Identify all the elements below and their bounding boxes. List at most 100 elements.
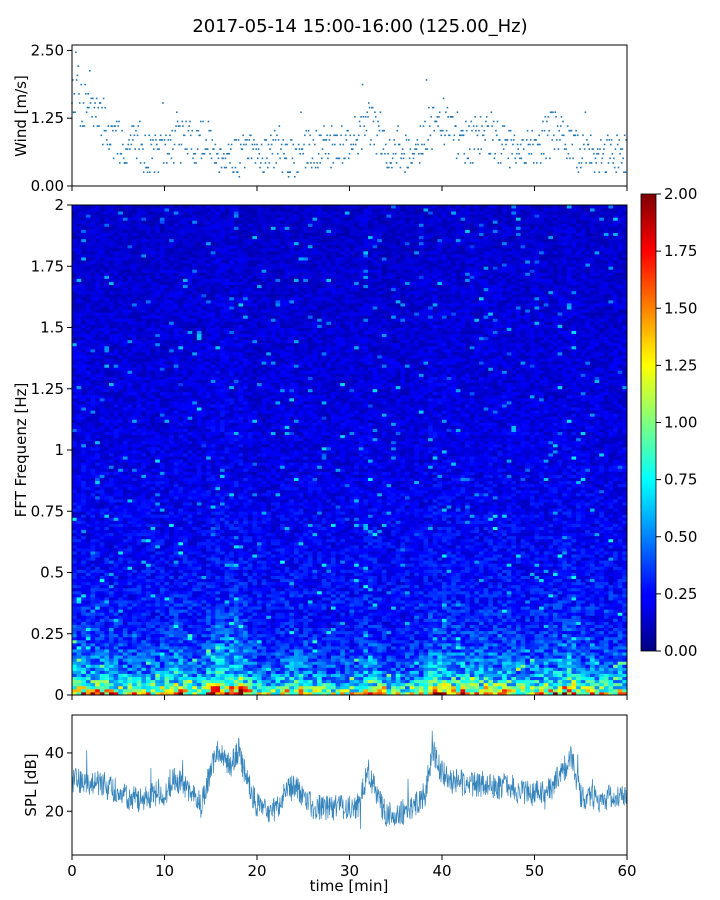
heatmap-cell	[77, 646, 82, 649]
heatmap-cell	[151, 511, 156, 514]
heatmap-cell	[174, 674, 179, 677]
heatmap-cell	[128, 447, 133, 450]
heatmap-cell	[178, 303, 183, 306]
heatmap-cell	[188, 285, 193, 288]
heatmap-cell	[123, 557, 128, 560]
heatmap-cell	[100, 505, 105, 508]
heatmap-cell	[165, 597, 170, 600]
heatmap-cell	[160, 214, 165, 217]
heatmap-cell	[137, 631, 142, 634]
heatmap-cell	[91, 514, 96, 517]
heatmap-cell	[128, 493, 133, 496]
wind-point	[306, 130, 308, 132]
heatmap-cell	[160, 591, 165, 594]
heatmap-cell	[118, 331, 123, 334]
heatmap-cell	[165, 245, 170, 248]
heatmap-cell	[165, 478, 170, 481]
heatmap-cell	[169, 606, 174, 609]
heatmap-cell	[109, 468, 114, 471]
heatmap-cell	[123, 569, 128, 572]
heatmap-cell	[132, 478, 137, 481]
heatmap-cell	[132, 291, 137, 294]
heatmap-cell	[123, 548, 128, 551]
heatmap-cell	[104, 294, 109, 297]
heatmap-cell	[178, 392, 183, 395]
heatmap-cell	[86, 248, 91, 251]
heatmap-cell	[114, 220, 119, 223]
heatmap-cell	[132, 686, 137, 689]
heatmap-cell	[178, 548, 183, 551]
heatmap-cell	[72, 352, 77, 355]
wind-point	[312, 158, 314, 160]
heatmap-cell	[169, 542, 174, 545]
heatmap-cell	[81, 533, 86, 536]
heatmap-cell	[169, 395, 174, 398]
heatmap-cell	[104, 407, 109, 410]
heatmap-cell	[192, 429, 197, 432]
heatmap-cell	[188, 490, 193, 493]
heatmap-cell	[91, 594, 96, 597]
heatmap-cell	[72, 441, 77, 444]
heatmap-cell	[160, 664, 165, 667]
heatmap-cell	[95, 450, 100, 453]
heatmap-cell	[141, 459, 146, 462]
wind-point	[462, 130, 464, 132]
heatmap-cell	[174, 686, 179, 689]
heatmap-cell	[72, 272, 77, 275]
heatmap-cell	[123, 536, 128, 539]
heatmap-cell	[141, 364, 146, 367]
heatmap-cell	[183, 511, 188, 514]
heatmap-cell	[81, 487, 86, 490]
heatmap-cell	[174, 245, 179, 248]
heatmap-cell	[123, 352, 128, 355]
wind-point	[94, 107, 96, 109]
heatmap-cell	[151, 664, 156, 667]
heatmap-cell	[114, 600, 119, 603]
wind-point	[77, 65, 79, 67]
heatmap-cell	[160, 217, 165, 220]
heatmap-cell	[146, 386, 151, 389]
wind-point	[477, 148, 479, 150]
heatmap-cell	[169, 591, 174, 594]
heatmap-cell	[77, 358, 82, 361]
heatmap-cell	[109, 269, 114, 272]
heatmap-cell	[77, 236, 82, 239]
wind-point	[399, 144, 401, 146]
heatmap-cell	[128, 536, 133, 539]
heatmap-cell	[128, 230, 133, 233]
heatmap-cell	[160, 643, 165, 646]
heatmap-cell	[160, 321, 165, 324]
heatmap-cell	[155, 269, 160, 272]
wind-point	[84, 125, 86, 127]
heatmap-cell	[160, 563, 165, 566]
wind-point	[589, 162, 591, 164]
heatmap-cell	[91, 242, 96, 245]
wind-point	[518, 153, 520, 155]
heatmap-cell	[137, 380, 142, 383]
heatmap-cell	[178, 591, 183, 594]
heatmap-cell	[137, 533, 142, 536]
heatmap-cell	[72, 211, 77, 214]
heatmap-cell	[91, 272, 96, 275]
heatmap-cell	[146, 275, 151, 278]
heatmap-cell	[86, 520, 91, 523]
heatmap-cell	[160, 606, 165, 609]
heatmap-cell	[132, 606, 137, 609]
heatmap-cell	[123, 315, 128, 318]
heatmap-cell	[192, 404, 197, 407]
wind-point	[552, 111, 554, 113]
wind-point	[77, 75, 79, 77]
heatmap-cell	[123, 343, 128, 346]
wind-point	[207, 148, 209, 150]
heatmap-cell	[151, 355, 156, 358]
heatmap-cell	[155, 634, 160, 637]
heatmap-cell	[77, 582, 82, 585]
heatmap-cell	[132, 260, 137, 263]
heatmap-cell	[146, 239, 151, 242]
heatmap-cell	[141, 579, 146, 582]
heatmap-cell	[86, 263, 91, 266]
heatmap-cell	[174, 422, 179, 425]
heatmap-cell	[192, 524, 197, 527]
heatmap-cell	[192, 612, 197, 615]
heatmap-cell	[77, 380, 82, 383]
